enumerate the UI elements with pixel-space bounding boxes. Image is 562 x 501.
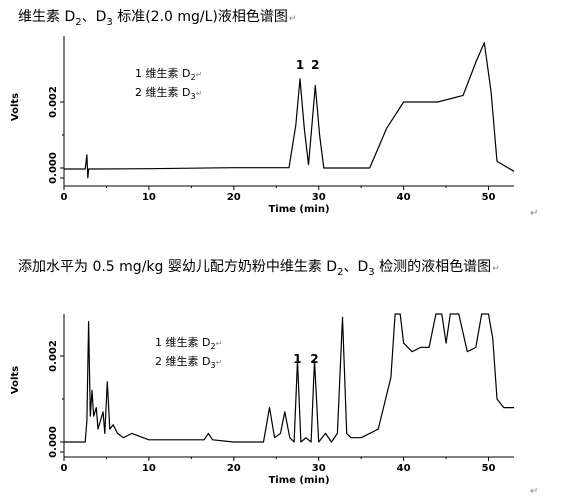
legend-entry: 1 维生素 D2↵	[135, 66, 202, 82]
legend-entry-text: 2 维生素 D	[155, 354, 210, 368]
x-tick-label: 0	[61, 463, 68, 474]
peak-label: 1	[296, 58, 304, 72]
legend-entry: 1 维生素 D2↵	[155, 335, 222, 351]
paragraph-mark-icon: ↵	[288, 14, 297, 24]
x-tick-label: 40	[397, 192, 411, 203]
caption1-text-c: 标准(2.0 mg/L)液相色谱图	[112, 9, 288, 25]
paragraph-mark-icon: ↵	[196, 89, 203, 98]
legend-entry-text: 1 维生素 D	[155, 335, 210, 349]
caption1-sub-b: 3	[106, 16, 113, 28]
figure1-caption: 维生素 D2、D3 标准(2.0 mg/L)液相色谱图↵	[18, 6, 296, 28]
chromatogram-trace	[64, 313, 514, 443]
legend-entry-subscript: 3	[190, 92, 195, 101]
paragraph-mark-icon: ↵	[530, 486, 539, 497]
x-tick-label: 10	[142, 192, 156, 203]
x-tick-label: 40	[397, 463, 411, 474]
chromatogram-trace	[64, 42, 515, 179]
paragraph-mark-icon: ↵	[530, 208, 539, 219]
x-tick-label: 30	[312, 463, 326, 474]
caption2-text-c: 检测的液相色谱图	[374, 259, 492, 275]
caption2-sub-b: 3	[368, 266, 375, 278]
paragraph-mark-icon: ↵	[196, 70, 203, 79]
chromatogram-standard: 0 10 20 30 40 50 0.000 0.002 Time (min) Volts 1 维生…	[10, 36, 515, 215]
x-tick-label: 50	[482, 463, 496, 474]
caption1-text-b: 、D	[81, 9, 107, 25]
caption2-text-b: 、D	[343, 259, 369, 275]
caption1-sub-a: 2	[75, 16, 82, 28]
x-tick-label: 20	[227, 463, 241, 474]
legend-entry-subscript: 2	[210, 342, 215, 351]
x-tick-label: 30	[312, 192, 326, 203]
paragraph-mark-icon: ↵	[216, 358, 223, 367]
legend-entry-text: 2 维生素 D	[135, 85, 190, 99]
x-tick-label: 10	[142, 463, 156, 474]
paragraph-mark-icon: ↵	[492, 264, 500, 274]
y-axis-label: Volts	[10, 366, 21, 394]
legend-entry-subscript: 3	[210, 361, 215, 370]
x-axis-label: Time (min)	[268, 475, 329, 486]
legend-entry-subscript: 2	[190, 73, 195, 82]
x-tick-label: 50	[482, 192, 496, 203]
x-axis-label: Time (min)	[268, 204, 329, 215]
caption2-text-a: 添加水平为 0.5 mg/kg 婴幼儿配方奶粉中维生素 D	[18, 259, 338, 275]
y-tick-label: 0.000	[48, 152, 59, 184]
caption2-sub-a: 2	[337, 266, 344, 278]
chromatogram-sample: 0 10 20 30 40 50 0.000 0.002 Time (min) Volts 1 维生…	[10, 313, 514, 486]
peak-label: 2	[311, 58, 319, 72]
y-axis-label: Volts	[10, 93, 21, 121]
y-tick-label: 0.002	[48, 340, 59, 372]
x-tick-label: 0	[61, 192, 68, 203]
paragraph-mark-icon: ↵	[216, 339, 223, 348]
peak-label: 2	[310, 352, 318, 366]
caption1-text-a: 维生素 D	[18, 9, 76, 25]
peak-label: 1	[293, 352, 301, 366]
y-tick-label: 0.002	[48, 86, 59, 118]
legend-entry: 2 维生素 D3↵	[135, 85, 202, 101]
y-tick-label: 0.000	[48, 426, 59, 458]
figure2-caption: 添加水平为 0.5 mg/kg 婴幼儿配方奶粉中维生素 D2、D3 检测的液相色…	[18, 256, 500, 278]
x-tick-label: 20	[227, 192, 241, 203]
legend-entry: 2 维生素 D3↵	[155, 354, 222, 370]
legend-entry-text: 1 维生素 D	[135, 66, 190, 80]
